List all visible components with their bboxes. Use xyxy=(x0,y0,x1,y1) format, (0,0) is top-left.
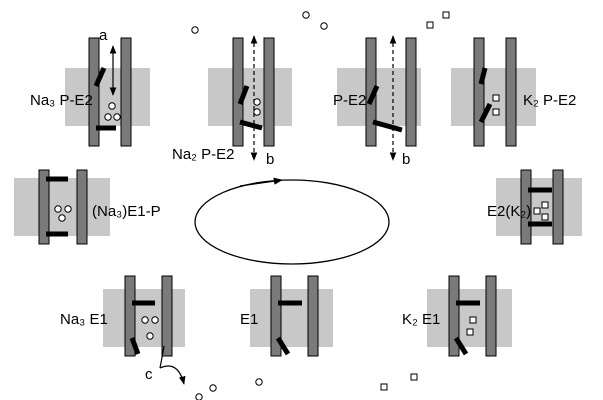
k-ion xyxy=(442,11,450,19)
letter: b xyxy=(266,151,274,168)
gate xyxy=(478,102,493,124)
na-ion xyxy=(104,113,112,121)
state-label: Na₃ E1 xyxy=(60,311,108,328)
k-ion xyxy=(426,21,434,29)
letter: c xyxy=(145,366,153,383)
arrow-c xyxy=(159,365,186,385)
helix xyxy=(448,275,460,357)
na-ion xyxy=(151,316,159,324)
gate xyxy=(366,84,380,106)
helix xyxy=(76,169,88,245)
state-label: P-E2 xyxy=(333,92,366,109)
k-ion xyxy=(492,108,500,116)
na-ion xyxy=(191,26,199,34)
helix xyxy=(485,275,497,357)
state-label: Na₃ P-E2 xyxy=(30,92,93,109)
na-ion xyxy=(146,332,154,340)
helix xyxy=(124,275,136,357)
k-ion xyxy=(410,373,418,381)
na-ion xyxy=(64,205,72,213)
na-ion xyxy=(108,102,116,110)
membrane xyxy=(250,289,333,347)
k-ion xyxy=(380,383,388,391)
helix xyxy=(307,275,319,357)
helix xyxy=(88,37,100,147)
cycle xyxy=(194,179,390,265)
state-label: Na₂ P-E2 xyxy=(172,146,235,163)
helix xyxy=(120,37,132,147)
helix xyxy=(505,37,517,147)
cycle-arrow xyxy=(239,177,283,187)
k-ion xyxy=(492,94,500,102)
membrane xyxy=(208,68,292,126)
helix xyxy=(552,169,564,245)
na-ion xyxy=(195,393,203,400)
helix xyxy=(405,37,417,147)
helix xyxy=(473,37,485,147)
na-ion xyxy=(141,316,149,324)
gate xyxy=(453,336,469,356)
letter: b xyxy=(402,151,410,168)
na-ion xyxy=(209,384,217,392)
na-ion xyxy=(255,378,263,386)
state-label: E2(K₂) xyxy=(487,203,531,220)
na-ion xyxy=(253,98,261,106)
gate xyxy=(372,119,403,133)
pumps xyxy=(14,11,582,400)
na-ion xyxy=(320,22,328,30)
state-label: K₂ P-E2 xyxy=(523,92,576,109)
k-ion xyxy=(541,201,549,209)
na-ion xyxy=(253,108,261,116)
na-ion xyxy=(54,205,62,213)
gate xyxy=(93,66,107,88)
k-ion xyxy=(466,328,474,336)
k-ion xyxy=(469,316,477,324)
gate xyxy=(478,67,488,85)
state-label: K₂ E1 xyxy=(402,311,440,328)
na-ion xyxy=(302,11,310,19)
helix xyxy=(38,169,50,245)
na-ion xyxy=(113,113,121,121)
gate xyxy=(129,337,141,355)
state-label: E1 xyxy=(240,311,258,328)
helix xyxy=(520,169,532,245)
letter: a xyxy=(99,27,108,44)
helix xyxy=(232,37,244,147)
helix xyxy=(263,37,275,147)
k-ion xyxy=(533,207,541,215)
helix xyxy=(161,275,173,357)
gate xyxy=(275,336,291,356)
arrow-c xyxy=(159,345,165,369)
helix xyxy=(270,275,282,357)
na-ion xyxy=(58,214,66,222)
membrane xyxy=(14,178,110,236)
gate xyxy=(237,85,250,105)
k-ion xyxy=(541,213,549,221)
state-label: (Na₃)E1-P xyxy=(92,203,161,220)
